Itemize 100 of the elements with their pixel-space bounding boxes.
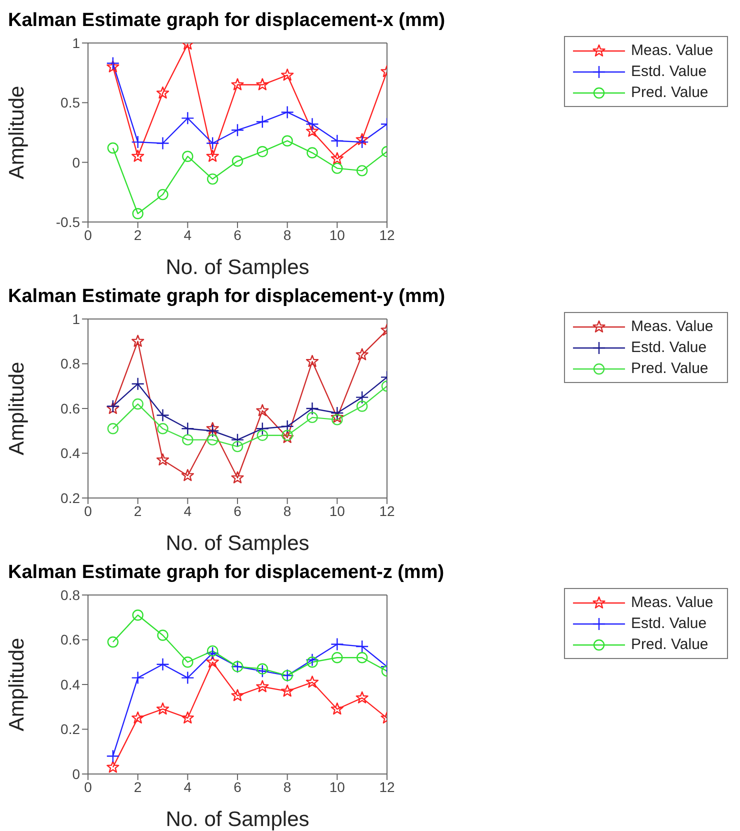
- point: [230, 124, 244, 137]
- point: [281, 430, 294, 444]
- point: [206, 136, 220, 150]
- point: [132, 208, 144, 220]
- point: [156, 86, 170, 99]
- point: [181, 422, 194, 436]
- x-tick-label: 6: [234, 778, 242, 795]
- point: [282, 135, 293, 146]
- legend-label: Estd. Value: [631, 63, 707, 80]
- y-tick-label: 0.2: [60, 490, 80, 506]
- point: [132, 610, 144, 621]
- legend-label: Estd. Value: [631, 615, 707, 632]
- legend-label: Pred. Value: [631, 84, 708, 101]
- point: [131, 671, 144, 684]
- point: [306, 118, 319, 131]
- point: [330, 152, 344, 164]
- point: [231, 471, 244, 484]
- point: [181, 671, 194, 684]
- x-tick-label: 0: [84, 502, 92, 519]
- point: [356, 691, 368, 704]
- point: [355, 640, 369, 654]
- point: [330, 702, 344, 715]
- point: [181, 469, 194, 482]
- point: [356, 165, 368, 176]
- y-axis-title: Amplitude: [5, 638, 28, 732]
- point: [182, 150, 194, 162]
- point: [156, 136, 170, 150]
- point: [332, 162, 343, 174]
- y-tick-label: -0.5: [56, 214, 80, 230]
- point: [281, 684, 294, 697]
- y-tick-label: 0.8: [60, 356, 80, 372]
- point: [256, 78, 269, 90]
- point: [181, 711, 194, 724]
- point: [355, 135, 369, 149]
- point: [282, 430, 293, 441]
- x-tick-label: 12: [379, 502, 395, 519]
- point: [256, 663, 268, 674]
- point: [182, 434, 194, 446]
- y-tick-label: 0: [72, 766, 80, 782]
- point: [306, 656, 318, 668]
- point: [206, 434, 218, 446]
- point: [356, 348, 368, 360]
- point: [232, 156, 244, 167]
- point: [156, 702, 170, 715]
- y-tick-label: 1: [72, 34, 80, 51]
- point: [106, 60, 120, 72]
- x-tick-label: 2: [134, 778, 142, 795]
- legend-label: Meas. Value: [631, 318, 714, 335]
- y-tick-label: 1: [72, 310, 80, 327]
- point: [306, 354, 319, 367]
- legend-label: Pred. Value: [631, 636, 708, 653]
- x-tick-label: 2: [134, 502, 142, 519]
- chart-title: Kalman Estimate graph for displacement-z (mm): [8, 561, 446, 585]
- point: [356, 400, 368, 412]
- point: [156, 658, 170, 671]
- point: [107, 142, 119, 154]
- chart-title: Kalman Estimate graph for displacement-x (mm): [8, 9, 446, 33]
- point: [157, 188, 168, 200]
- x-tick-label: 0: [84, 226, 92, 243]
- point: [280, 420, 294, 433]
- point: [230, 433, 244, 446]
- point: [206, 656, 219, 668]
- y-tick-label: 0.6: [60, 632, 80, 648]
- point: [356, 652, 368, 664]
- chart-title: Kalman Estimate graph for displacement-y (mm): [8, 285, 446, 309]
- x-tick-label: 10: [329, 226, 346, 243]
- point: [157, 630, 168, 641]
- x-axis-title: No. of Samples: [166, 532, 310, 555]
- point: [256, 422, 270, 436]
- point: [106, 750, 120, 763]
- point: [256, 680, 269, 692]
- point: [132, 398, 144, 410]
- point: [306, 147, 318, 158]
- point: [232, 440, 244, 452]
- x-tick-label: 4: [184, 778, 192, 795]
- point: [131, 135, 144, 149]
- point: [256, 404, 269, 416]
- legend-label: Meas. Value: [631, 594, 714, 611]
- point: [132, 711, 144, 724]
- x-tick-label: 12: [379, 226, 395, 243]
- x-tick-label: 6: [234, 502, 242, 519]
- point: [131, 377, 144, 390]
- y-axis-title: Amplitude: [5, 86, 28, 180]
- x-tick-label: 8: [283, 226, 292, 243]
- point: [306, 124, 319, 137]
- y-tick-label: 0: [72, 154, 80, 170]
- y-tick-label: 0.2: [60, 721, 80, 738]
- x-axis-title: No. of Samples: [166, 256, 310, 279]
- point: [355, 390, 369, 404]
- point: [107, 636, 119, 648]
- point: [206, 150, 219, 162]
- point: [256, 115, 270, 128]
- point: [256, 430, 268, 441]
- y-tick-label: 0.5: [60, 94, 80, 111]
- point: [231, 689, 244, 702]
- x-tick-label: 10: [329, 778, 346, 795]
- x-axis-title: No. of Samples: [166, 808, 310, 831]
- point: [181, 112, 194, 125]
- point: [132, 150, 144, 162]
- y-tick-label: 0.4: [60, 445, 80, 462]
